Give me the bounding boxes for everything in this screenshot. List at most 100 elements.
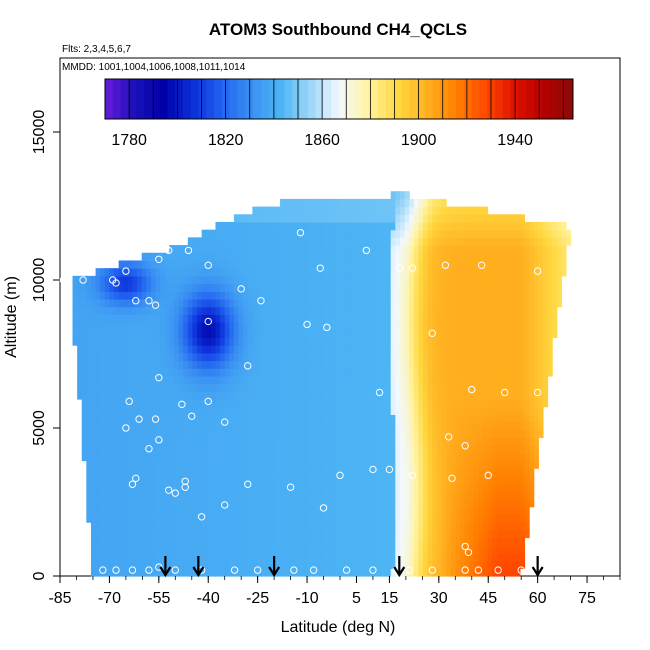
field-cell (381, 368, 387, 377)
field-cell (409, 552, 415, 562)
field-cell (533, 360, 539, 369)
field-cell (519, 298, 526, 308)
field-cell (326, 437, 332, 446)
field-cell (519, 221, 526, 231)
field-cell (307, 514, 313, 523)
flight-arrow (531, 556, 544, 578)
field-cell (469, 268, 475, 277)
field-cell (118, 260, 124, 269)
field-cell (450, 306, 456, 315)
field-cell (123, 483, 129, 492)
colorbar-cell (331, 79, 340, 119)
field-cell (95, 275, 101, 285)
field-cell (289, 237, 295, 246)
field-cell (284, 445, 290, 454)
field-cell (261, 506, 267, 516)
field-cell (386, 391, 392, 400)
field-cell (487, 245, 493, 254)
field-cell (432, 306, 438, 315)
field-cell (316, 368, 323, 377)
field-cell (72, 306, 78, 315)
field-cell (118, 306, 124, 315)
field-cell (344, 499, 350, 508)
field-cell (524, 229, 530, 238)
field-cell (381, 445, 387, 454)
field-cell (335, 545, 341, 554)
field-cell (150, 445, 157, 454)
field-cell (197, 345, 203, 354)
field-cell (187, 414, 194, 423)
field-cell (132, 306, 138, 315)
field-cell (141, 422, 147, 431)
field-cell (418, 445, 424, 454)
field-cell (450, 368, 456, 377)
field-cell (238, 445, 244, 454)
field-cell (363, 329, 369, 339)
field-cell (146, 375, 152, 385)
field-cell (284, 499, 290, 508)
field-cell (132, 398, 138, 408)
field-cell (118, 522, 124, 531)
field-cell (187, 398, 194, 408)
field-cell (363, 514, 369, 523)
field-cell (519, 291, 526, 300)
field-cell (284, 368, 290, 377)
field-cell (155, 522, 161, 531)
field-cell (524, 306, 530, 315)
field-cell (381, 260, 387, 269)
field-cell (441, 306, 447, 315)
field-cell (95, 398, 101, 408)
field-cell (137, 268, 143, 277)
field-cell (326, 221, 332, 231)
colorbar-cell (526, 79, 535, 119)
field-cell (363, 422, 369, 431)
field-cell (270, 429, 277, 439)
field-cell (464, 214, 470, 223)
field-cell (90, 306, 97, 315)
field-cell (413, 237, 419, 246)
field-cell (206, 337, 212, 346)
field-cell (326, 214, 332, 223)
field-cell (137, 391, 143, 400)
field-cell (496, 221, 503, 231)
field-cell (501, 291, 507, 300)
y-axis-label: Altitude (m) (3, 276, 20, 358)
sample-point (533, 267, 542, 275)
field-cell (367, 221, 373, 231)
field-cell (524, 483, 530, 492)
field-cell (233, 391, 240, 400)
field-cell (114, 552, 120, 562)
field-cell (353, 414, 360, 423)
field-cell (450, 522, 456, 531)
field-cell (326, 383, 332, 392)
field-cell (266, 345, 272, 354)
field-cell (316, 229, 323, 238)
field-cell (284, 260, 290, 269)
field-cell (100, 537, 106, 546)
field-cell (381, 360, 387, 369)
field-cell (312, 491, 318, 500)
field-cell (450, 452, 456, 462)
field-cell (316, 445, 323, 454)
field-cell (220, 383, 226, 392)
sample-point (221, 418, 229, 426)
field-cell (376, 360, 383, 369)
field-cell (307, 568, 313, 577)
field-cell (160, 352, 166, 362)
field-cell (238, 545, 244, 554)
field-cell (506, 406, 512, 415)
field-cell (492, 499, 498, 508)
field-cell (427, 452, 433, 462)
field-cell (464, 437, 470, 446)
field-cell (330, 291, 336, 300)
field-cell (487, 345, 493, 354)
field-cell (441, 560, 447, 569)
field-cell (233, 283, 240, 292)
field-cell (72, 329, 78, 339)
field-cell (275, 329, 281, 339)
field-cell (353, 398, 360, 408)
field-cell (303, 514, 309, 523)
sample-point (286, 483, 295, 491)
field-cell (399, 414, 406, 423)
field-cell (340, 398, 346, 408)
